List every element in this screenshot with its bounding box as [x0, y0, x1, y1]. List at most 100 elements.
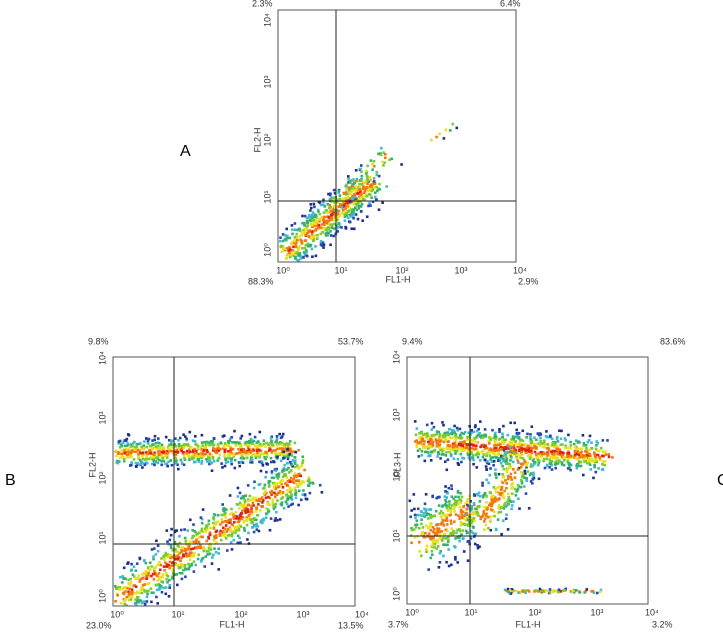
- event-dot: [331, 197, 334, 201]
- event-dot: [464, 502, 467, 505]
- event-dot: [249, 441, 252, 445]
- event-dot: [251, 442, 255, 446]
- event-dot: [239, 460, 243, 464]
- event-dot: [335, 218, 339, 222]
- event-dot: [446, 440, 449, 444]
- event-dot: [567, 461, 570, 465]
- event-dot: [538, 587, 542, 591]
- event-dot: [301, 247, 304, 250]
- event-dot: [191, 439, 195, 442]
- event-dot: [508, 464, 511, 468]
- event-dot: [597, 467, 600, 470]
- event-dot: [155, 595, 158, 599]
- event-dot: [129, 464, 132, 467]
- event-dot: [589, 454, 592, 458]
- event-dot: [598, 456, 602, 460]
- event-dot: [133, 450, 136, 453]
- event-dot: [296, 246, 300, 250]
- event-dot: [444, 528, 448, 532]
- event-dot: [127, 578, 130, 582]
- event-dot: [311, 213, 314, 217]
- event-dot: [349, 215, 353, 218]
- event-dot: [458, 433, 462, 437]
- event-dot: [481, 455, 485, 459]
- event-dot: [517, 497, 520, 501]
- event-dot: [138, 556, 142, 560]
- event-dot: [425, 524, 428, 528]
- event-dot: [475, 507, 479, 511]
- event-dot: [442, 423, 445, 427]
- event-dot: [147, 571, 150, 575]
- event-dot: [140, 601, 144, 605]
- event-dot: [343, 210, 346, 214]
- event-dot: [146, 441, 150, 444]
- event-dot: [123, 449, 126, 452]
- event-dot: [341, 211, 345, 215]
- event-dot: [371, 183, 374, 186]
- event-dot: [251, 501, 255, 505]
- event-dot: [332, 196, 336, 200]
- event-dot: [253, 524, 257, 528]
- event-dot: [592, 451, 596, 454]
- event-dot: [307, 230, 310, 233]
- event-dot: [358, 204, 361, 208]
- event-dot: [497, 485, 501, 488]
- event-dot: [459, 452, 463, 456]
- event-dot: [265, 441, 268, 445]
- event-dot: [416, 507, 420, 511]
- event-dot: [437, 444, 440, 448]
- event-dot: [440, 436, 443, 440]
- event-dot: [168, 586, 171, 590]
- event-dot: [321, 216, 324, 219]
- event-dot: [350, 212, 354, 215]
- event-dot: [303, 468, 306, 472]
- event-dot: [477, 452, 481, 456]
- event-dot: [173, 443, 177, 446]
- event-dot: [274, 502, 278, 506]
- event-dot: [227, 440, 230, 443]
- event-dot: [290, 463, 294, 467]
- event-dot: [452, 507, 456, 511]
- event-dot: [295, 484, 299, 488]
- event-dot: [445, 519, 449, 522]
- event-dot: [280, 443, 284, 447]
- event-dot: [345, 201, 349, 204]
- event-dot: [454, 499, 457, 502]
- event-dot: [453, 449, 457, 453]
- event-dot: [274, 487, 278, 491]
- event-dot: [250, 461, 254, 464]
- event-dot: [242, 496, 245, 500]
- event-dot: [200, 448, 203, 451]
- event-dot: [186, 529, 189, 532]
- event-dot: [248, 444, 251, 447]
- event-dot: [466, 453, 470, 457]
- event-dot: [348, 192, 352, 196]
- event-dot: [344, 225, 347, 229]
- event-dot: [261, 521, 264, 525]
- event-dot: [116, 594, 119, 597]
- event-dot: [282, 457, 285, 460]
- event-dot: [297, 448, 300, 452]
- event-dot: [140, 577, 143, 581]
- event-dot: [201, 508, 205, 511]
- event-dot: [174, 548, 177, 552]
- event-dot: [377, 174, 381, 178]
- event-dot: [577, 461, 581, 465]
- event-dot: [359, 193, 362, 197]
- event-dot: [264, 516, 268, 519]
- event-dot: [259, 520, 262, 524]
- event-dot: [158, 458, 161, 462]
- event-dot: [462, 550, 466, 553]
- event-dot: [525, 451, 528, 455]
- event-dot: [507, 591, 511, 594]
- event-dot: [501, 446, 504, 450]
- event-dot: [189, 450, 192, 453]
- event-dot: [548, 462, 552, 465]
- event-dot: [529, 472, 533, 475]
- event-dot: [218, 531, 222, 535]
- event-dot: [134, 603, 138, 606]
- event-dot: [553, 450, 557, 453]
- event-dot: [470, 429, 473, 432]
- event-dot: [464, 513, 467, 516]
- event-dot: [586, 461, 589, 465]
